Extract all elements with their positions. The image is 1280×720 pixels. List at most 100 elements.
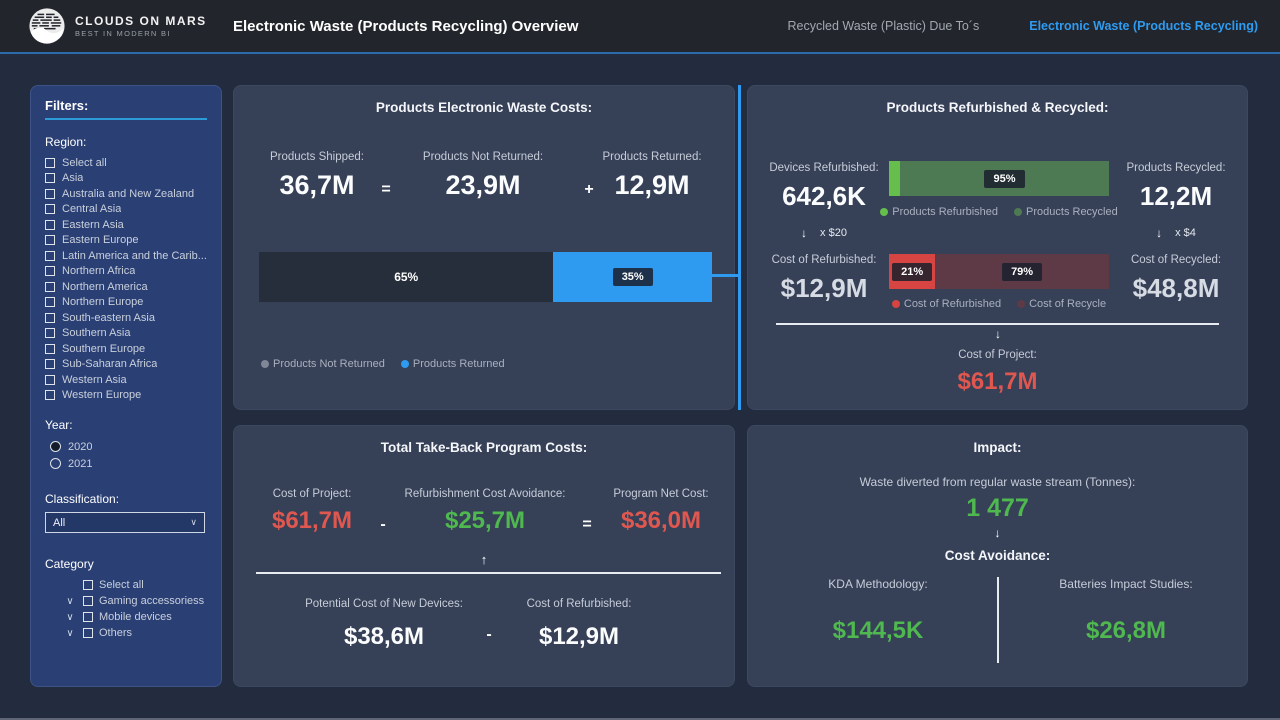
checkbox-icon[interactable] [45,374,55,385]
vertical-divider-line [997,577,999,663]
arrow-down-icon: ↓ [1156,226,1163,240]
bar-segment-label-badge: 95% [984,169,1025,188]
checkbox-icon[interactable] [45,204,55,215]
filters-title: Filters: [45,98,89,113]
region-option[interactable]: South-eastern Asia [45,310,207,326]
classification-filter-label: Classification: [45,492,120,506]
bar-segment-cost-recycle[interactable]: 79% [935,254,1109,289]
filters-underline [45,118,207,120]
checkbox-icon[interactable] [45,312,55,323]
region-option[interactable]: Eastern Asia [45,217,207,233]
nav-tab-recycled-waste[interactable]: Recycled Waste (Plastic) Due To´s [787,19,980,33]
checkbox-icon[interactable] [45,328,55,339]
plus-operator: + [584,181,594,198]
year-option-2020[interactable]: 2020 [50,438,207,455]
kpi-cost-of-project: Cost of Project: $61,7M [957,349,1038,395]
waste-kpi-row: Products Shipped: 36,7M = Products Not R… [234,151,734,209]
waste-diverted-value: 1 477 [966,494,1029,522]
takeback-kpi-row: Cost of Project: $61,7M - Refurbishment … [234,488,734,548]
bar-segment-returned[interactable]: 35% [553,252,712,302]
region-option[interactable]: Eastern Europe [45,233,207,249]
nav-tab-electronic-waste[interactable]: Electronic Waste (Products Recycling) [1029,19,1258,33]
checkbox-icon[interactable] [45,343,55,354]
category-option-select-all[interactable]: Select all [45,577,207,593]
bar-segment-cost-refurbished[interactable]: 21% [889,254,936,289]
panel-impact: Impact: Waste diverted from regular wast… [747,425,1248,687]
region-option[interactable]: Northern America [45,279,207,295]
radio-icon[interactable] [50,458,61,469]
legend-dot-icon [880,208,889,216]
checkbox-icon[interactable] [83,628,93,638]
region-option[interactable]: Southern Europe [45,341,207,357]
bar-segment-recycled[interactable]: 95% [900,161,1109,196]
checkbox-icon[interactable] [45,219,55,230]
classification-dropdown[interactable]: All ∨ [45,512,205,533]
region-option[interactable]: Latin America and the Carib... [45,248,207,264]
region-option[interactable]: Asia [45,171,207,187]
filters-sidebar: Filters: Region: Select all Asia Austral… [30,85,222,687]
category-filter-label: Category [45,557,94,571]
year-option-2021[interactable]: 2021 [50,455,207,472]
minus-operator: - [380,516,386,533]
panel-title: Products Refurbished & Recycled: [886,100,1109,115]
legend-item-not-returned[interactable]: Products Not Returned [261,358,385,370]
region-option[interactable]: Western Asia [45,372,207,388]
chevron-down-icon[interactable]: ∨ [66,611,74,623]
region-option[interactable]: Sub-Saharan Africa [45,357,207,373]
checkbox-icon[interactable] [45,188,55,199]
kpi-cost-of-project: Cost of Project: $61,7M [271,488,353,534]
cost-avoidance-columns: KDA Methodology: $144,5K Batteries Impac… [748,577,1247,677]
checkbox-icon[interactable] [45,235,55,246]
chevron-down-icon[interactable]: ∨ [66,627,74,639]
region-option[interactable]: Western Europe [45,388,207,404]
checkbox-icon[interactable] [45,359,55,370]
checkbox-icon[interactable] [45,157,55,168]
page-title: Electronic Waste (Products Recycling) Ov… [233,17,579,35]
region-option[interactable]: Northern Africa [45,264,207,280]
kpi-cost-of-refurbished: Cost of Refurbished: $12,9M [526,598,632,650]
checkbox-icon[interactable] [45,297,55,308]
panel-title: Impact: [973,440,1022,455]
arrow-down-icon: ↓ [801,226,808,240]
region-option[interactable]: Australia and New Zealand [45,186,207,202]
region-option[interactable]: Central Asia [45,202,207,218]
legend-item-cost-refurbished[interactable]: Cost of Refurbished [891,298,1001,310]
window-bottom-edge [0,718,1280,720]
legend-item-products-recycled[interactable]: Products Recycled [1014,206,1118,218]
checkbox-icon[interactable] [45,250,55,261]
legend-item-returned[interactable]: Products Returned [400,358,505,370]
bar-segment-not-returned[interactable]: 65% [259,252,554,302]
region-option-select-all[interactable]: Select all [45,155,207,171]
region-option[interactable]: Southern Asia [45,326,207,342]
checkbox-icon[interactable] [83,580,93,590]
waste-bar-legend: Products Not Returned Products Returned [261,358,505,370]
checkbox-icon[interactable] [83,612,93,622]
chevron-down-icon[interactable]: ∨ [66,595,74,607]
radio-selected-icon[interactable] [50,441,61,452]
bar-segment-label-badge: 79% [1002,262,1043,281]
year-filter-list: 2020 2021 [45,438,207,472]
legend-item-products-refurbished[interactable]: Products Refurbished [880,206,998,218]
planet-logo-icon [29,8,65,44]
legend-dot-icon [1017,300,1026,308]
brand-name: CLOUDS ON MARS [75,14,207,28]
checkbox-icon[interactable] [45,281,55,292]
category-option[interactable]: ∨ Mobile devices [45,609,207,625]
arrow-down-icon: ↓ [994,526,1001,540]
kpi-devices-refurbished: Devices Refurbished: 642,6K [769,162,879,211]
legend-dot-icon [1014,208,1023,216]
kpi-cost-of-recycled: Cost of Recycled: $48,8M [1130,254,1222,303]
panel-title: Total Take-Back Program Costs: [380,440,588,455]
legend-item-cost-recycle[interactable]: Cost of Recycle [1017,298,1106,310]
checkbox-icon[interactable] [45,173,55,184]
bar-segment-refurbished[interactable] [889,161,900,196]
kpi-products-not-returned: Products Not Returned: 23,9M [422,151,544,200]
checkbox-icon[interactable] [45,390,55,401]
classification-dropdown-value: All [53,516,66,529]
category-option[interactable]: ∨ Others [45,625,207,641]
arrow-down-icon: ↓ [995,327,1001,341]
category-option[interactable]: ∨ Gaming accessoriess [45,593,207,609]
region-option[interactable]: Northern Europe [45,295,207,311]
checkbox-icon[interactable] [83,596,93,606]
checkbox-icon[interactable] [45,266,55,277]
